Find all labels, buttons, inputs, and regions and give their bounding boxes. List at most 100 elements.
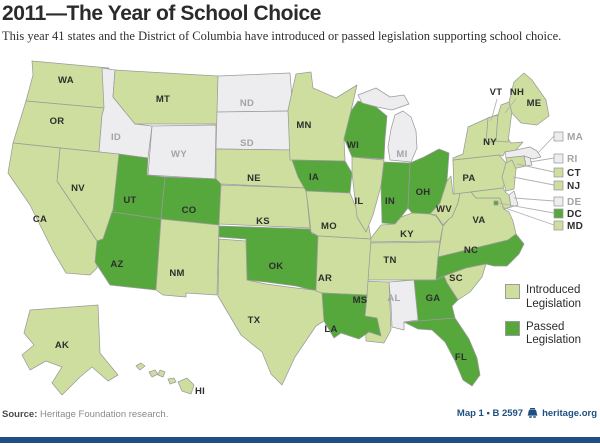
state-label-nh: NH	[510, 87, 524, 98]
state-hi-island-5	[177, 377, 195, 395]
legend-item-passed: Passed Legislation	[505, 320, 596, 349]
state-label-sd: SD	[240, 138, 254, 149]
state-label-ky: KY	[400, 229, 414, 240]
state-label-ks: KS	[256, 216, 270, 227]
ct-callout-line	[516, 163, 555, 173]
state-me	[508, 72, 550, 126]
nh-callout-line	[504, 98, 517, 114]
dc-callout-line	[497, 202, 555, 214]
state-la	[321, 292, 382, 340]
state-label-ak: AK	[55, 340, 69, 351]
source-label: Source:	[2, 409, 38, 420]
state-label-la: LA	[324, 324, 337, 335]
state-mt	[112, 69, 219, 125]
legend-item-introduced: Introduced Legislation	[505, 284, 596, 312]
state-ks	[218, 184, 311, 229]
state-label-dc: DC	[567, 209, 582, 220]
map-ref: Map 1 • B 2597	[456, 408, 524, 419]
state-label-wy: WY	[171, 149, 187, 160]
state-label-md: MD	[567, 221, 583, 232]
state-label-ms: MS	[353, 295, 368, 306]
vt-callout-line	[490, 98, 498, 122]
state-label-ia: IA	[309, 172, 319, 183]
state-md	[470, 187, 512, 210]
state-label-nd: ND	[240, 98, 254, 109]
state-label-al: AL	[387, 293, 400, 304]
state-label-az: AZ	[110, 259, 123, 270]
state-label-pa: PA	[462, 173, 475, 184]
dc-callout-swatch	[553, 208, 564, 219]
state-label-fl: FL	[455, 352, 467, 363]
ri-callout-line	[529, 157, 555, 163]
map-legend: Introduced Legislation Passed Legislatio…	[505, 284, 596, 357]
state-label-ny: NY	[483, 137, 497, 148]
state-label-ok: OK	[269, 261, 284, 272]
ri-callout-swatch	[553, 153, 564, 164]
state-label-ar: AR	[318, 273, 332, 284]
state-label-ct: CT	[567, 168, 581, 179]
state-al	[388, 279, 419, 331]
state-label-me: ME	[527, 98, 542, 109]
state-label-wv: WV	[436, 204, 452, 215]
state-tx	[217, 238, 325, 386]
state-label-tn: TN	[383, 255, 396, 266]
site-link[interactable]: heritage.org	[542, 408, 597, 419]
state-label-ma: MA	[567, 132, 583, 143]
state-nm	[155, 218, 220, 298]
state-label-nm: NM	[169, 268, 184, 279]
state-label-va: VA	[472, 215, 485, 226]
state-label-id: ID	[111, 132, 121, 143]
state-label-wi: WI	[347, 140, 359, 151]
us-choropleth-map: WA OR CA NV ID MT WY UT CO AZ NM ND SD N…	[7, 60, 583, 397]
state-label-ca: CA	[33, 214, 47, 225]
state-hi-island-1	[135, 362, 146, 371]
state-hi-island-4	[167, 377, 177, 385]
state-label-sc: SC	[449, 273, 463, 284]
state-label-tx: TX	[248, 315, 261, 326]
ma-callout-line	[537, 135, 555, 154]
state-label-hi: HI	[195, 386, 205, 397]
passed-label: Passed Legislation	[526, 320, 581, 347]
source-text: Heritage Foundation research.	[37, 409, 169, 420]
state-label-co: CO	[182, 205, 197, 216]
state-in	[380, 161, 411, 225]
state-dc	[493, 200, 499, 206]
de-callout-line	[513, 197, 555, 202]
introduced-label: Introduced Legislation	[526, 284, 581, 310]
state-sd	[215, 110, 297, 151]
state-mi-upper	[357, 87, 410, 111]
state-label-in: IN	[385, 196, 395, 207]
state-label-or: OR	[50, 116, 65, 127]
state-label-nj: NJ	[567, 181, 580, 192]
ma-callout-swatch	[553, 131, 564, 142]
de-callout-swatch	[553, 196, 564, 207]
page-title: 2011—The Year of School Choice	[2, 2, 322, 25]
md-callout-line	[501, 206, 555, 226]
md-callout-swatch	[553, 220, 564, 231]
state-label-il: IL	[354, 196, 363, 207]
introduced-swatch	[505, 284, 520, 299]
state-label-ga: GA	[426, 293, 441, 304]
source-line: Source: Heritage Foundation research.	[2, 409, 168, 420]
state-label-ri: RI	[567, 154, 578, 165]
footer-right: Map 1 • B 2597 heritage.org	[457, 408, 597, 419]
state-label-de: DE	[567, 197, 582, 208]
state-label-mi: MI	[396, 149, 407, 160]
state-label-mt: MT	[156, 94, 170, 105]
state-label-oh: OH	[416, 187, 431, 198]
state-co	[160, 176, 222, 226]
state-hi-island-2	[148, 369, 159, 378]
state-label-ne: NE	[247, 173, 261, 184]
nj-callout-swatch	[553, 180, 564, 191]
state-ak	[21, 304, 119, 396]
state-nd	[216, 72, 294, 113]
page-subtitle: This year 41 states and the District of …	[2, 29, 562, 43]
state-nj	[501, 159, 517, 192]
passed-swatch	[505, 320, 520, 336]
state-hi-island-3	[157, 369, 166, 378]
liberty-bell-icon	[527, 408, 538, 418]
state-label-vt: VT	[490, 87, 503, 98]
state-label-nc: NC	[464, 245, 478, 256]
state-label-mn: MN	[296, 120, 311, 131]
